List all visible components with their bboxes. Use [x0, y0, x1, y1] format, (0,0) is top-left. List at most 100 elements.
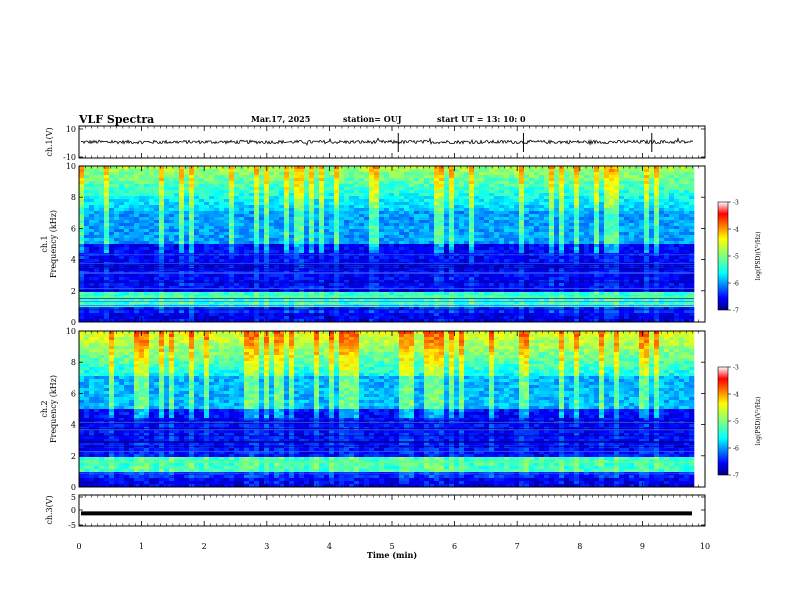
spectrogram-cell [119, 202, 124, 205]
spectrogram-cell [499, 208, 504, 211]
spectrogram-cell [449, 274, 454, 277]
spectrogram-cell [249, 280, 254, 283]
spectrogram-cell [479, 232, 484, 235]
spectrogram-cell [244, 205, 249, 208]
spectrogram-cell [539, 220, 544, 223]
spectrogram-cell [534, 202, 539, 205]
spectrogram-cell [484, 217, 489, 220]
spectrogram-cell [369, 229, 374, 232]
spectrogram-cell [234, 193, 239, 196]
spectrogram-cell [194, 316, 199, 319]
spectrogram-cell [324, 220, 329, 223]
spectrogram-cell [419, 229, 424, 232]
spectrogram-cell [174, 184, 179, 187]
spectrogram-cell [494, 313, 499, 316]
spectrogram-cell [289, 241, 294, 244]
spectrogram-cell [339, 268, 344, 271]
spectrogram-cell [299, 313, 304, 316]
spectrogram-cell [144, 187, 149, 190]
spectrogram-cell [94, 238, 99, 241]
spectrogram-cell [219, 232, 224, 235]
spectrogram-cell [244, 208, 249, 211]
spectrogram-cell [494, 196, 499, 199]
spectrogram-cell [319, 220, 324, 223]
spectrogram-cell [349, 211, 354, 214]
spectrogram-cell [89, 214, 94, 217]
spectrogram-cell [509, 244, 514, 247]
spectrogram-cell [274, 283, 279, 286]
spectrogram-cell [194, 313, 199, 316]
spectrogram-cell [104, 205, 109, 208]
spectrogram-cell [264, 256, 269, 259]
spectrogram-cell [249, 244, 254, 247]
spectrogram-cell [379, 250, 384, 253]
spectrogram-cell [254, 223, 259, 226]
spectrogram-cell [99, 259, 104, 262]
spectrogram-cell [459, 199, 464, 202]
spectrogram-cell [439, 250, 444, 253]
spectrogram-cell [539, 199, 544, 202]
spectrogram-cell [149, 220, 154, 223]
spectrogram-cell [199, 241, 204, 244]
spectrogram-cell [399, 286, 404, 289]
spectrogram-cell [469, 211, 474, 214]
spectrogram-cell [169, 172, 174, 175]
spectrogram-cell [284, 178, 289, 181]
spectrogram-cell [539, 226, 544, 229]
spectrogram-cell [349, 232, 354, 235]
spectrogram-cell [449, 214, 454, 217]
spectrogram-cell [174, 244, 179, 247]
spectrogram-cell [454, 250, 459, 253]
spectrogram-cell [284, 202, 289, 205]
spectrogram-cell [124, 178, 129, 181]
spectrogram-cell [259, 175, 264, 178]
spectrogram-cell [179, 238, 184, 241]
spectrogram-cell [319, 250, 324, 253]
spectrogram-cell [479, 238, 484, 241]
spectrogram-cell [289, 220, 294, 223]
spectrogram-cell [339, 238, 344, 241]
spectrogram-cell [249, 172, 254, 175]
spectrogram-cell [94, 292, 99, 295]
spectrogram-cell [534, 256, 539, 259]
spectrogram-cell [439, 193, 444, 196]
spectrogram-cell [269, 274, 274, 277]
spectrogram-cell [214, 238, 219, 241]
spectrogram-cell [374, 268, 379, 271]
spectrogram-cell [429, 286, 434, 289]
spectrogram-cell [144, 172, 149, 175]
spectrogram-cell [269, 178, 274, 181]
spectrogram-cell [94, 241, 99, 244]
spectrogram-cell [554, 277, 559, 280]
spectrogram-cell [304, 208, 309, 211]
spectrogram-cell [189, 238, 194, 241]
spectrogram-cell [254, 286, 259, 289]
spectrogram-cell [414, 250, 419, 253]
spectrogram-cell [379, 286, 384, 289]
spectrogram-cell [384, 268, 389, 271]
spectrogram-cell [404, 250, 409, 253]
spectrogram-cell [424, 226, 429, 229]
spectrogram-cell [114, 202, 119, 205]
spectrogram-cell [244, 175, 249, 178]
spectrogram-cell [289, 184, 294, 187]
spectrogram-cell [554, 187, 559, 190]
spectrogram-cell [424, 190, 429, 193]
spectrogram-cell [334, 244, 339, 247]
spectrogram-cell [539, 175, 544, 178]
spectrogram-cell [519, 175, 524, 178]
spectrogram-cell [79, 175, 84, 178]
spectrogram-cell [204, 229, 209, 232]
spectrogram-cell [209, 286, 214, 289]
spectrogram-cell [544, 214, 549, 217]
spectrogram-cell [94, 259, 99, 262]
spectrogram-cell [284, 172, 289, 175]
spectrogram-cell [449, 181, 454, 184]
spectrogram-cell [189, 286, 194, 289]
spectrogram-cell [169, 214, 174, 217]
spectrogram-cell [474, 202, 479, 205]
spectrogram-cell [194, 181, 199, 184]
spectrogram-cell [79, 250, 84, 253]
spectrogram-cell [299, 283, 304, 286]
spectrogram-cell [364, 220, 369, 223]
